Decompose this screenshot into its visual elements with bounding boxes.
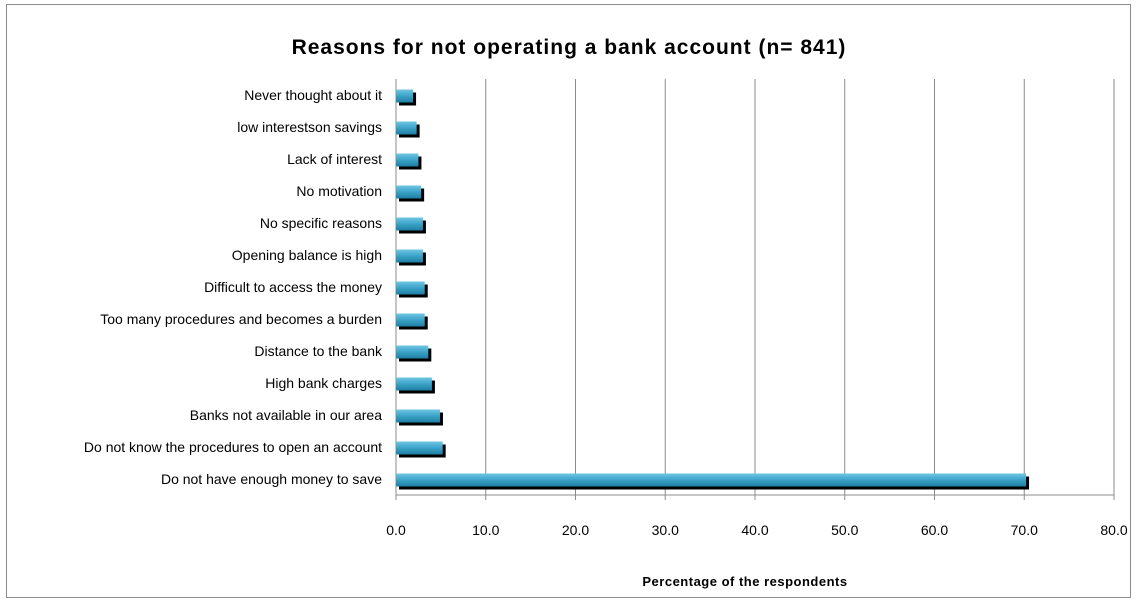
bar bbox=[396, 313, 425, 327]
bar bbox=[396, 441, 443, 455]
x-tick-label: 0.0 bbox=[386, 522, 406, 538]
bar bbox=[396, 409, 440, 423]
x-tick-labels: 0.0 10.0 20.0 30.0 40.0 50.0 60.0 70.0 80.0 bbox=[386, 522, 1128, 538]
x-tick-label: 30.0 bbox=[652, 522, 679, 538]
category-label: Do not have enough money to save bbox=[161, 471, 382, 487]
x-tick-label: 60.0 bbox=[921, 522, 948, 538]
category-label: Too many procedures and becomes a burden bbox=[100, 311, 382, 327]
x-tick-label: 50.0 bbox=[831, 522, 858, 538]
category-label: No motivation bbox=[296, 183, 382, 199]
bar bbox=[396, 281, 425, 295]
bar bbox=[396, 345, 429, 359]
category-label: No specific reasons bbox=[260, 215, 382, 231]
bar-chart: Reasons for not operating a bank account… bbox=[84, 36, 1128, 589]
x-axis-title: Percentage of the respondents bbox=[642, 574, 847, 589]
category-label: Never thought about it bbox=[244, 87, 382, 103]
category-labels: Never thought about it low interestson sa… bbox=[84, 87, 383, 487]
x-tick-label: 20.0 bbox=[562, 522, 589, 538]
category-label: Distance to the bank bbox=[254, 343, 383, 359]
bars bbox=[396, 89, 1030, 490]
chart-frame: Reasons for not operating a bank account… bbox=[6, 4, 1131, 598]
category-label: Banks not available in our area bbox=[190, 407, 382, 423]
category-label: Opening balance is high bbox=[232, 247, 382, 263]
category-label: low interestson savings bbox=[237, 119, 382, 135]
chart-title: Reasons for not operating a bank account… bbox=[292, 36, 847, 59]
x-tick-label: 40.0 bbox=[741, 522, 768, 538]
x-tick-label: 80.0 bbox=[1100, 522, 1127, 538]
bar bbox=[396, 121, 417, 135]
bar bbox=[396, 89, 414, 103]
bar bbox=[396, 185, 422, 199]
x-tick-label: 70.0 bbox=[1011, 522, 1038, 538]
gridlines bbox=[395, 79, 1115, 500]
bar bbox=[396, 473, 1027, 487]
bar bbox=[396, 377, 432, 391]
bar bbox=[396, 217, 423, 231]
category-label: Do not know the procedures to open an ac… bbox=[84, 439, 382, 455]
category-label: Difficult to access the money bbox=[204, 279, 382, 295]
bar bbox=[396, 153, 419, 167]
bar bbox=[396, 249, 423, 263]
category-label: Lack of interest bbox=[287, 151, 382, 167]
category-label: High bank charges bbox=[265, 375, 382, 391]
x-tick-label: 10.0 bbox=[472, 522, 499, 538]
